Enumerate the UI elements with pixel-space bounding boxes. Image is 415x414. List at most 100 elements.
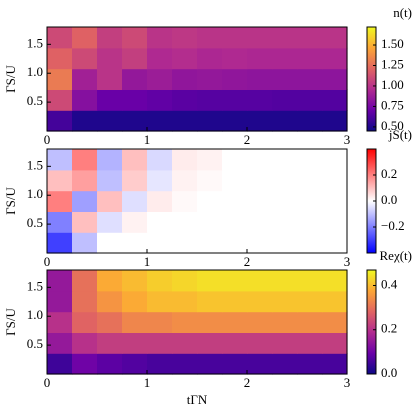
heatmap-cell bbox=[97, 190, 123, 212]
colorbar bbox=[366, 26, 377, 132]
colorbar-label: jS(t) bbox=[388, 127, 412, 142]
heatmap-cell bbox=[172, 270, 198, 292]
heatmap-cell bbox=[122, 149, 148, 171]
x-tick-label: 2 bbox=[244, 254, 251, 269]
heatmap-cell bbox=[197, 332, 223, 354]
y-tick-label: 1.5 bbox=[27, 35, 43, 50]
heatmap-cell bbox=[47, 190, 73, 212]
heatmap-cell bbox=[297, 47, 323, 70]
heatmap-cell bbox=[222, 311, 248, 333]
heatmap-cell bbox=[122, 27, 148, 49]
heatmap-cell bbox=[72, 149, 98, 171]
heatmap-cell bbox=[197, 110, 223, 132]
heatmap-cell bbox=[47, 47, 73, 70]
heatmap-cell bbox=[72, 68, 98, 90]
heatmap-cell bbox=[72, 169, 98, 192]
heatmap-cell bbox=[322, 89, 348, 111]
heatmap-cell bbox=[47, 290, 73, 313]
heatmap-cell bbox=[72, 232, 98, 254]
heatmap-cell bbox=[97, 211, 123, 233]
colorbar-tick-label: 1.00 bbox=[381, 77, 404, 92]
heatmap-cell bbox=[272, 353, 298, 375]
y-tick-label: 1.0 bbox=[27, 307, 43, 322]
heatmap-cell bbox=[247, 149, 273, 171]
heatmap-cell bbox=[272, 290, 298, 313]
heatmap-cell bbox=[72, 311, 98, 333]
heatmap-cell bbox=[97, 353, 123, 375]
heatmap-cell bbox=[122, 110, 148, 132]
heatmap-cell bbox=[247, 27, 273, 49]
heatmap-cell bbox=[197, 27, 223, 49]
heatmap-cell bbox=[222, 68, 248, 90]
heatmap-cell bbox=[197, 47, 223, 70]
heatmap-cell bbox=[272, 169, 298, 192]
heatmap-cell bbox=[147, 190, 173, 212]
heatmap-cell bbox=[122, 270, 148, 292]
heatmap-cell bbox=[47, 232, 73, 254]
heatmap-cell bbox=[297, 232, 323, 254]
heatmap-cell bbox=[147, 169, 173, 192]
heatmap-cell bbox=[172, 332, 198, 354]
heatmap-cell bbox=[222, 353, 248, 375]
heatmap-cell bbox=[47, 169, 73, 192]
heatmap-cell bbox=[97, 169, 123, 192]
heatmap-cell bbox=[247, 332, 273, 354]
heatmap-cell bbox=[72, 89, 98, 111]
colorbar-tick-label: 0.2 bbox=[381, 321, 397, 336]
colorbar-tick-label: 0.0 bbox=[381, 365, 397, 380]
heatmap-cell bbox=[197, 311, 223, 333]
colorbar-tick-label: 0.50 bbox=[381, 118, 404, 133]
heatmap-cell bbox=[272, 149, 298, 171]
heatmap-cell bbox=[97, 27, 123, 49]
heatmap-cell bbox=[322, 290, 348, 313]
y-tick-label: 0.5 bbox=[27, 93, 43, 108]
heatmap-cell bbox=[247, 68, 273, 90]
x-tick-label: 3 bbox=[344, 375, 351, 390]
heatmap-cell bbox=[122, 169, 148, 192]
heatmap-cell bbox=[97, 47, 123, 70]
heatmap-cell bbox=[147, 353, 173, 375]
heatmap-cell bbox=[222, 149, 248, 171]
y-tick-label: 0.5 bbox=[27, 336, 43, 351]
heatmap-cell bbox=[222, 110, 248, 132]
heatmap-cell bbox=[297, 68, 323, 90]
heatmap-cell bbox=[272, 211, 298, 233]
heatmap-cell bbox=[272, 110, 298, 132]
heatmap-cell bbox=[47, 68, 73, 90]
heatmap-cell bbox=[147, 332, 173, 354]
heatmap-cell bbox=[72, 47, 98, 70]
heatmap-cell bbox=[247, 211, 273, 233]
heatmap-cell bbox=[197, 211, 223, 233]
heatmap-cell bbox=[97, 332, 123, 354]
heatmap-cell bbox=[322, 311, 348, 333]
y-tick-label: 1.5 bbox=[27, 157, 43, 172]
heatmap-cell bbox=[247, 110, 273, 132]
y-tick-label: 0.5 bbox=[27, 215, 43, 230]
x-tick-label: 2 bbox=[244, 132, 251, 147]
heatmap-cell bbox=[47, 110, 73, 132]
colorbar bbox=[366, 269, 377, 375]
heatmap-cell bbox=[222, 89, 248, 111]
heatmap-cell bbox=[47, 27, 73, 49]
heatmap-cell bbox=[272, 89, 298, 111]
heatmap-cell bbox=[47, 149, 73, 171]
heatmap-cell bbox=[72, 353, 98, 375]
x-tick-label: 2 bbox=[244, 375, 251, 390]
heatmap-cell bbox=[97, 270, 123, 292]
heatmap-cell bbox=[172, 47, 198, 70]
x-tick-label: 0 bbox=[44, 375, 51, 390]
heatmap-cell bbox=[222, 270, 248, 292]
heatmap-cell bbox=[322, 27, 348, 49]
heatmap-cell bbox=[97, 110, 123, 132]
heatmap-cell bbox=[322, 332, 348, 354]
heatmap-cell bbox=[147, 47, 173, 70]
colorbar-tick-label: 0.2 bbox=[381, 166, 397, 181]
heatmap-cell bbox=[122, 332, 148, 354]
heatmap-cell bbox=[222, 27, 248, 49]
heatmap-cell bbox=[322, 47, 348, 70]
heatmap-cell bbox=[72, 332, 98, 354]
colorbar-tick-label: 1.50 bbox=[381, 36, 404, 51]
heatmap-cell bbox=[197, 232, 223, 254]
heatmap-cell bbox=[272, 270, 298, 292]
